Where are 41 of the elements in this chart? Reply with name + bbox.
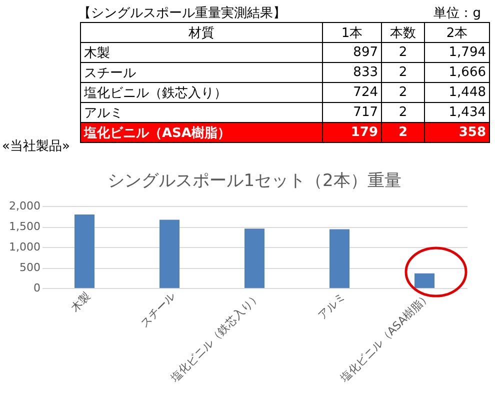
- text: 717: [322, 102, 382, 122]
- text: 1,666: [424, 62, 490, 82]
- text: 2: [382, 122, 424, 142]
- text: 材質: [80, 22, 322, 42]
- text: 木製: [80, 42, 322, 62]
- chart-title: シングルスポール1セット（2本）重量: [108, 171, 402, 191]
- bar: [330, 229, 350, 288]
- text: アルミ: [80, 102, 322, 122]
- x-tick-label: 木製: [68, 290, 93, 315]
- text: 塩化ビニル（鉄芯入り）: [80, 82, 322, 102]
- y-tick-label: 1,500: [9, 220, 40, 233]
- y-tick-label: 1,000: [9, 240, 40, 254]
- text: 2: [382, 102, 424, 122]
- text: 1本: [322, 22, 382, 42]
- bar: [414, 273, 434, 288]
- text: 単位：g: [434, 5, 481, 22]
- text: 2: [382, 62, 424, 82]
- text: 1,448: [424, 82, 490, 102]
- y-tick-label: 0: [34, 282, 40, 294]
- text: 1,434: [424, 102, 490, 122]
- text: 1,794: [424, 42, 490, 62]
- text: 358: [424, 122, 490, 142]
- text: 2: [382, 42, 424, 62]
- text: 724: [322, 82, 382, 102]
- text: 897: [322, 42, 382, 62]
- x-tick-label: アルミ: [315, 290, 348, 322]
- text: 【シングルスポール重量実測結果】: [78, 5, 286, 22]
- text: スチール: [80, 62, 322, 82]
- y-tick-label: 2,000: [9, 200, 40, 212]
- text: 2: [382, 82, 424, 102]
- bar: [74, 214, 94, 288]
- text: 本数: [382, 22, 424, 42]
- bar: [160, 220, 180, 288]
- text: 179: [322, 122, 382, 142]
- text: 2本: [424, 22, 490, 42]
- text: 833: [322, 62, 382, 82]
- text: «当社製品»: [2, 138, 70, 155]
- bar: [244, 228, 264, 288]
- x-tick-label: スチール: [138, 290, 178, 330]
- text: 塩化ビニル（ASA樹脂）: [80, 122, 322, 142]
- y-tick-label: 500: [20, 261, 40, 274]
